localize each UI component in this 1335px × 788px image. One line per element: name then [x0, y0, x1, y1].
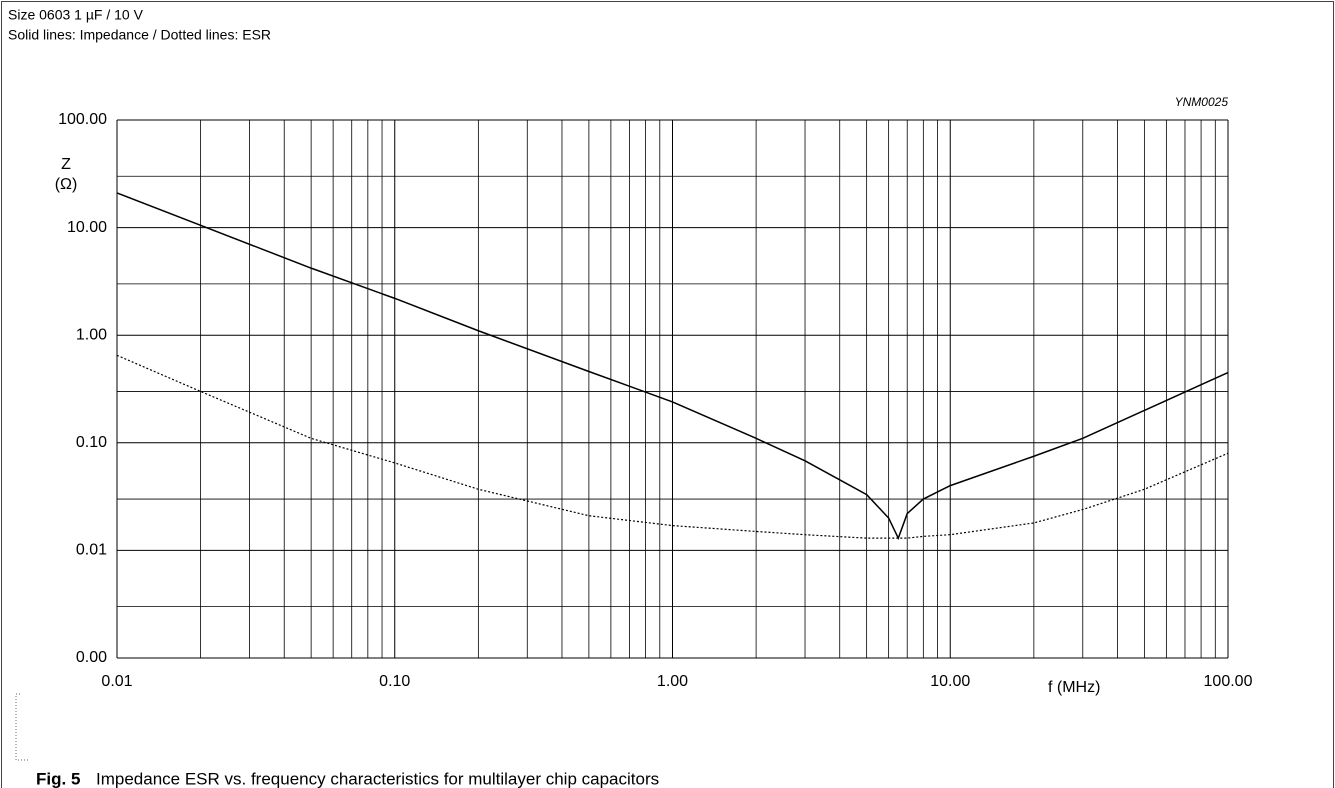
subtitle: Solid lines: Impedance / Dotted lines: E… [8, 27, 271, 43]
x-tick-label: 100.00 [1204, 673, 1253, 690]
y-tick-label: 0.01 [76, 542, 107, 559]
x-tick-label: 0.01 [101, 673, 132, 690]
series-line [116, 192, 1229, 541]
subtitle: Size 0603 1 µF / 10 V [8, 7, 144, 23]
x-tick-label: 0.10 [379, 673, 410, 690]
caption: Impedance ESR vs. frequency characterist… [96, 769, 659, 788]
y-axis-label: (Ω) [55, 176, 78, 193]
y-axis-label: Z [61, 156, 71, 173]
x-tick-label: 1.00 [657, 673, 688, 690]
caption-bracket [15, 693, 30, 761]
y-tick-label: 0.00 [76, 649, 107, 666]
y-tick-label: 10.00 [67, 219, 107, 236]
y-tick-label: 100.00 [58, 111, 107, 128]
y-tick-label: 0.10 [76, 434, 107, 451]
caption-label: Fig. 5 [36, 769, 80, 788]
y-tick-label: 1.00 [76, 326, 107, 343]
figure-code: YNM0025 [1175, 95, 1229, 109]
x-axis-label: f (MHz) [1048, 679, 1100, 696]
x-tick-label: 10.00 [930, 673, 970, 690]
